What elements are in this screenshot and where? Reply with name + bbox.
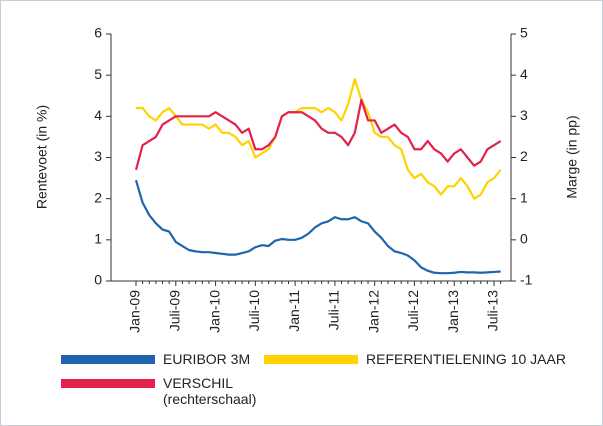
y-tick-label: 0 bbox=[94, 272, 102, 288]
legend-item: EURIBOR 3M bbox=[61, 351, 250, 367]
x-tick-label: Juli-10 bbox=[246, 290, 262, 331]
x-tick-label: Juli-09 bbox=[166, 290, 182, 331]
y2-tick-label: 5 bbox=[520, 25, 528, 41]
series-line bbox=[134, 179, 501, 275]
y-tick-label: 1 bbox=[94, 231, 102, 247]
y2-tick-label: 1 bbox=[520, 189, 528, 205]
plot: Rentevoet (in %) Marge (in pp) 0 1 2 3 4 5 6 -1… bbox=[34, 25, 580, 333]
y2-axis-label: Marge (in pp) bbox=[564, 115, 580, 198]
y-tick-label: 3 bbox=[94, 148, 102, 164]
y-tick-label: 5 bbox=[94, 66, 102, 82]
legend-item: VERSCHIL (rechterschaal) bbox=[61, 375, 256, 407]
x-tick-label: Jan-10 bbox=[206, 290, 222, 333]
y2-tick-label: 2 bbox=[520, 148, 528, 164]
legend-swatch bbox=[264, 355, 358, 364]
legend-label: REFERENTIELENING 10 JAAR bbox=[366, 351, 566, 367]
y-tick-label: 6 bbox=[94, 25, 102, 41]
x-tick-label: Juli-13 bbox=[485, 290, 501, 331]
legend-label: EURIBOR 3M bbox=[163, 351, 251, 367]
y-tick-label: 2 bbox=[94, 189, 102, 205]
y2-tick-label: -1 bbox=[520, 272, 533, 288]
legend-swatch bbox=[61, 379, 155, 388]
y2-tick-label: 0 bbox=[520, 231, 528, 247]
legend-item: REFERENTIELENING 10 JAAR bbox=[264, 351, 566, 367]
x-tick-label: Jan-11 bbox=[286, 290, 302, 332]
x-tick-label: Jan-09 bbox=[127, 290, 143, 333]
x-tick-label: Jan-13 bbox=[445, 290, 461, 333]
series-line bbox=[136, 78, 502, 200]
y2-tick-label: 4 bbox=[520, 66, 528, 82]
x-tick-label: Juli-11 bbox=[326, 290, 342, 330]
legend-label: VERSCHIL (rechterschaal) bbox=[163, 375, 257, 407]
y-tick-label: 4 bbox=[94, 107, 102, 123]
series-line bbox=[134, 98, 502, 171]
legend-swatch bbox=[61, 355, 155, 364]
x-tick-label: Juli-12 bbox=[405, 290, 421, 331]
y2-tick-label: 3 bbox=[520, 107, 528, 123]
x-tick-label: Jan-12 bbox=[365, 290, 381, 333]
y-axis-label: Rentevoet (in %) bbox=[34, 105, 50, 209]
